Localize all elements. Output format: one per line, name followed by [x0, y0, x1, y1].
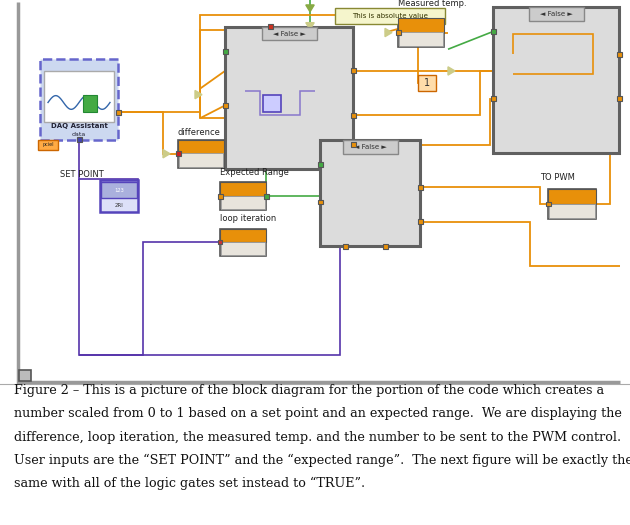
Bar [261, 27, 316, 40]
Bar [220, 182, 266, 196]
Bar [83, 94, 97, 112]
Text: 1: 1 [424, 78, 430, 88]
Bar [418, 185, 423, 190]
Text: difference: difference [178, 128, 221, 136]
Text: same with all of the logic gates set instead to “TRUE”.: same with all of the logic gates set ins… [14, 477, 365, 490]
Bar [101, 182, 137, 198]
Bar [217, 194, 222, 198]
Polygon shape [306, 23, 314, 29]
Bar [350, 68, 355, 74]
Bar [335, 8, 445, 24]
Bar [218, 240, 222, 244]
Bar [225, 27, 353, 170]
Bar [548, 189, 596, 219]
Text: pciel: pciel [42, 142, 54, 148]
Bar [318, 162, 323, 167]
Bar [343, 244, 348, 249]
Bar [399, 32, 443, 46]
Text: ◄ False ►: ◄ False ► [353, 144, 386, 150]
Bar [221, 242, 265, 255]
Bar [220, 228, 266, 256]
Bar [318, 200, 323, 204]
Polygon shape [385, 28, 392, 37]
Bar [178, 140, 224, 154]
Text: Figure 2 – This is a picture of the block diagram for the portion of the code wh: Figure 2 – This is a picture of the bloc… [14, 384, 604, 397]
Text: ◄ False ►: ◄ False ► [540, 11, 573, 17]
Polygon shape [163, 150, 170, 158]
Bar [398, 18, 444, 33]
Text: number scaled from 0 to 1 based on a set point and an expected range.  We are di: number scaled from 0 to 1 based on a set… [14, 407, 622, 421]
Bar [418, 219, 423, 224]
Text: ◄ False ►: ◄ False ► [273, 30, 306, 37]
Bar [529, 7, 583, 20]
Bar [76, 138, 81, 142]
Bar [548, 189, 596, 204]
Bar [38, 140, 58, 150]
Bar [493, 7, 619, 153]
Bar [382, 244, 387, 249]
Bar [19, 370, 31, 381]
Bar [263, 94, 281, 112]
Bar [100, 180, 138, 212]
Text: difference, loop iteration, the measured temp. and the number to be sent to the : difference, loop iteration, the measured… [14, 430, 621, 444]
Bar [418, 75, 436, 91]
Text: data: data [72, 131, 86, 136]
Bar [263, 194, 268, 198]
Bar [44, 71, 114, 122]
Bar [222, 103, 227, 108]
Bar [546, 202, 551, 206]
Bar [320, 140, 420, 246]
Bar [115, 110, 120, 115]
Bar [268, 24, 273, 29]
Bar [179, 153, 223, 166]
Text: This is absolute value: This is absolute value [352, 13, 428, 19]
Bar [40, 59, 118, 140]
Polygon shape [306, 5, 314, 12]
Bar [222, 49, 227, 54]
Bar [617, 96, 622, 101]
Bar [343, 140, 398, 154]
Text: loop iteration: loop iteration [220, 214, 276, 223]
Text: Measured temp.: Measured temp. [398, 0, 467, 8]
Bar [350, 142, 355, 148]
Text: 2RI: 2RI [115, 204, 123, 208]
Polygon shape [448, 67, 455, 75]
Bar [220, 182, 266, 210]
Bar [176, 151, 181, 156]
Bar [350, 113, 355, 118]
Text: Expected Range: Expected Range [220, 168, 289, 177]
Bar [491, 96, 496, 101]
Text: SET POINT: SET POINT [60, 170, 104, 179]
Bar [549, 204, 595, 218]
Bar [396, 30, 401, 35]
Bar [398, 18, 444, 47]
Text: User inputs are the “SET POINT” and the “expected range”.  The next figure will : User inputs are the “SET POINT” and the … [14, 454, 630, 467]
Polygon shape [195, 90, 202, 99]
Bar [221, 196, 265, 209]
Bar [178, 140, 224, 167]
Polygon shape [355, 12, 362, 20]
Text: TO PWM: TO PWM [540, 173, 575, 182]
Bar [491, 29, 496, 34]
Text: DAQ Assistant: DAQ Assistant [50, 123, 108, 129]
Bar [617, 52, 622, 57]
Bar [220, 228, 266, 243]
Text: 123: 123 [114, 187, 124, 193]
